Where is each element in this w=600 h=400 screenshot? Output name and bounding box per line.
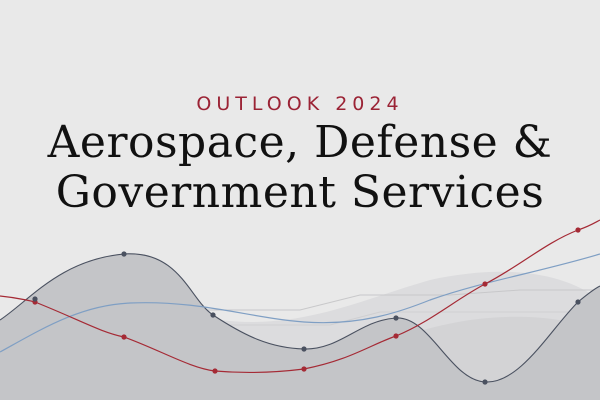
- dark-marker: [210, 312, 216, 318]
- red-marker: [212, 368, 218, 374]
- title-line-1: Aerospace, Defense &: [47, 117, 553, 168]
- dark-line-markers: [32, 251, 581, 385]
- red-marker: [575, 227, 581, 233]
- dark-mountain-shape: [0, 253, 600, 400]
- red-marker: [121, 334, 127, 340]
- red-marker: [482, 281, 488, 287]
- dark-marker: [393, 315, 399, 321]
- dark-marker: [121, 251, 127, 257]
- dark-marker: [575, 299, 581, 305]
- title-line-2: Government Services: [55, 167, 545, 218]
- red-marker: [393, 333, 399, 339]
- dark-marker: [32, 296, 38, 302]
- dark-marker: [301, 346, 307, 352]
- red-line-markers: [32, 227, 581, 374]
- red-marker: [301, 366, 307, 372]
- dark-marker: [482, 379, 488, 385]
- page-title: Aerospace, Defense & Government Services: [0, 118, 600, 218]
- outlook-kicker: OUTLOOK 2024: [196, 93, 404, 115]
